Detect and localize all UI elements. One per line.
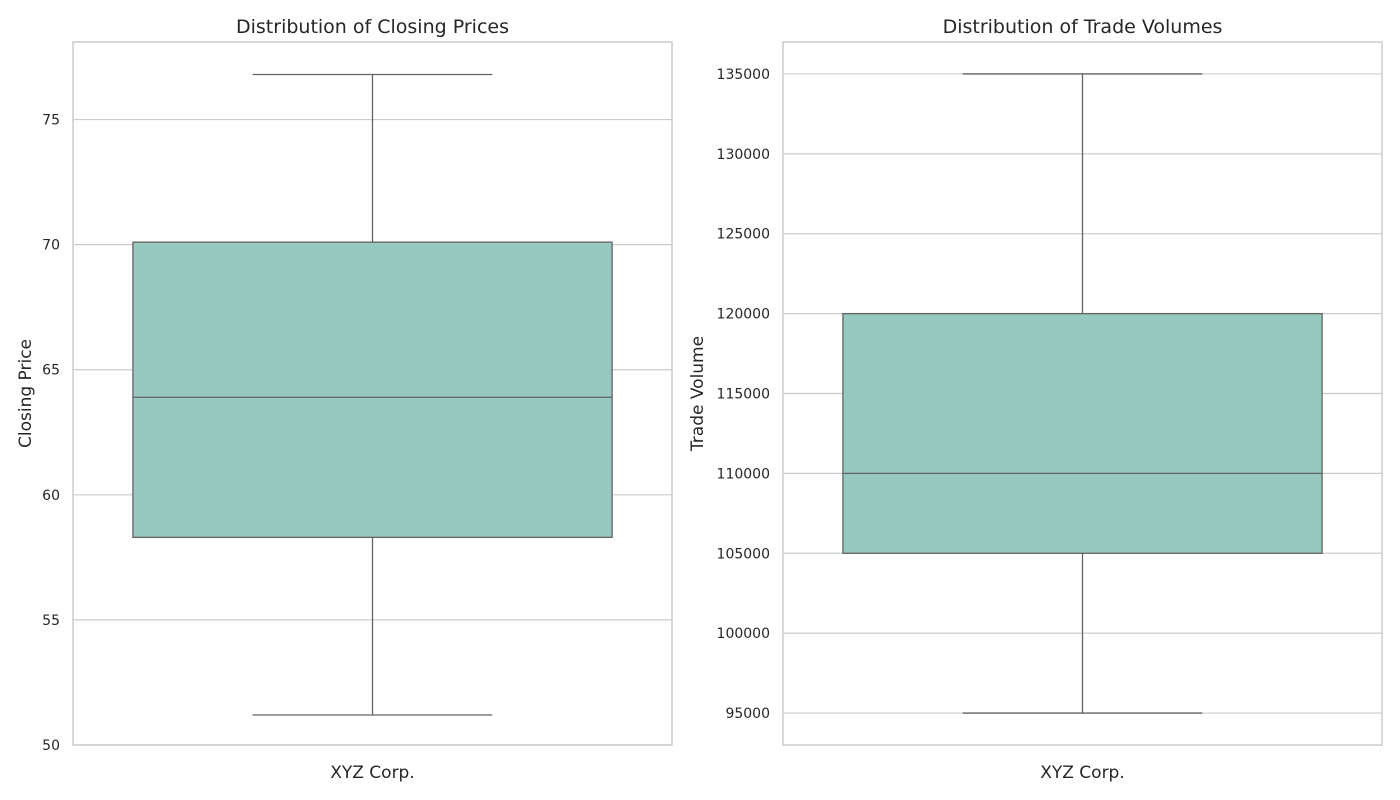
chart-title: Distribution of Closing Prices — [236, 16, 509, 38]
y-axis-label: Closing Price — [16, 339, 36, 448]
y-tick-label: 95000 — [725, 706, 770, 722]
iqr-box — [132, 241, 613, 539]
y-tick-label: 75 — [42, 113, 60, 129]
y-tick-label: 125000 — [717, 227, 770, 243]
x-category-label: XYZ Corp. — [1040, 763, 1125, 783]
box-plot — [842, 73, 1323, 714]
iqr-box — [842, 312, 1323, 554]
trade-volumes-chart: 95000 100000 105000 110000 115000 120000 12500… — [688, 16, 1383, 783]
box-plot — [132, 73, 613, 716]
y-tick-label: 120000 — [717, 307, 770, 323]
y-tick-label: 110000 — [717, 466, 770, 482]
y-tick-label: 100000 — [717, 626, 770, 642]
y-tick-labels: 95000 100000 105000 110000 115000 120000 12500… — [717, 67, 770, 722]
y-tick-label: 60 — [42, 488, 60, 504]
y-tick-label: 135000 — [717, 67, 770, 83]
chart-title: Distribution of Trade Volumes — [943, 16, 1223, 38]
y-axis-label: Trade Volume — [688, 336, 708, 452]
y-tick-labels: 50 55 60 65 70 75 — [42, 113, 60, 754]
plot-frame — [72, 41, 673, 746]
y-tick-label: 50 — [42, 738, 60, 754]
y-tick-label: 65 — [42, 363, 60, 379]
y-tick-label: 105000 — [717, 546, 770, 562]
y-tick-label: 70 — [42, 238, 60, 254]
closing-prices-chart: 50 55 60 65 70 75 Distribution of Closing Pri… — [16, 16, 673, 783]
x-category-label: XYZ Corp. — [330, 763, 415, 783]
plot-frame — [782, 41, 1383, 746]
y-tick-label: 55 — [42, 613, 60, 629]
y-tick-label: 130000 — [717, 147, 770, 163]
y-tick-label: 115000 — [717, 387, 770, 403]
